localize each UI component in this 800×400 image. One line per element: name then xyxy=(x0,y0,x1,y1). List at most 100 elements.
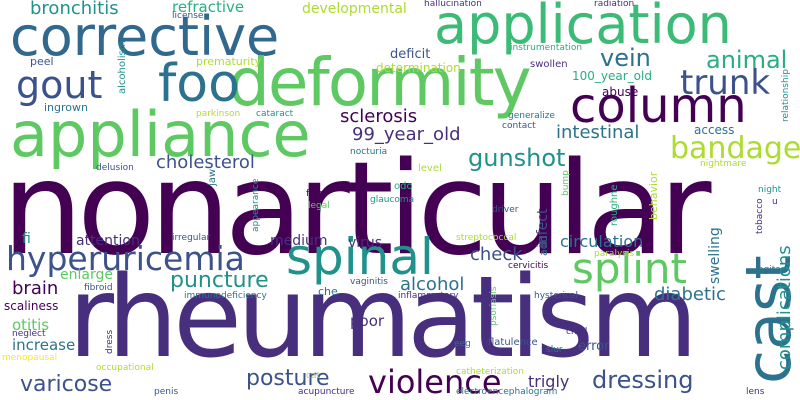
word-diabetic: diabetic xyxy=(654,284,726,305)
word-license: license xyxy=(172,11,204,21)
word-application: application xyxy=(434,0,732,56)
word-prematurity: prematurity xyxy=(196,55,262,68)
word-alcoholism: alcoholism xyxy=(117,40,128,95)
word-deficit: deficit xyxy=(390,47,431,62)
word-cervicitis: cervicitis xyxy=(508,261,549,271)
word-swollen: swollen xyxy=(530,59,568,70)
word-ingrown: ingrown xyxy=(44,101,88,114)
word-intestinal: intestinal xyxy=(556,122,640,143)
word-cataract: cataract xyxy=(256,109,294,119)
word-level: level xyxy=(418,163,442,174)
word-nocturia: nocturia xyxy=(350,147,388,157)
word-medium: medium xyxy=(270,233,328,249)
word-splint: splint xyxy=(572,244,687,293)
word-dress: dress xyxy=(105,329,115,354)
word-streptococcal: streptococcal xyxy=(456,233,517,243)
word-poor: poor xyxy=(350,312,385,330)
word-puncture: puncture xyxy=(170,268,269,293)
word-increase: increase xyxy=(12,336,76,354)
word-psoriasis: psoriasis xyxy=(489,286,499,326)
word-flatulence: flatulence xyxy=(488,337,538,348)
word-bandage: bandage xyxy=(670,131,800,166)
word-cholesterol: cholesterol xyxy=(156,152,255,173)
word-column: column xyxy=(570,78,747,134)
word-brain: brain xyxy=(12,278,59,299)
word-vein: vein xyxy=(600,44,651,72)
word-refractive: refractive xyxy=(172,0,245,16)
word-contact: contact xyxy=(502,121,536,131)
word-slur: slur xyxy=(546,345,563,355)
word-appliance: appliance xyxy=(10,98,311,171)
word-radiation: radiation xyxy=(594,0,635,9)
word-flow: flow xyxy=(306,189,325,199)
word-alcohol: alcohol xyxy=(400,274,465,295)
word-animal: animal xyxy=(706,46,788,74)
word-vaginitis: vaginitis xyxy=(350,277,388,287)
word-delusion: delusion xyxy=(96,163,134,173)
word-add: add xyxy=(537,235,550,256)
word-enlarge: enlarge xyxy=(60,267,113,283)
word-driver: driver xyxy=(492,205,519,215)
word-sclerosis: sclerosis xyxy=(340,106,418,127)
word-access: access xyxy=(694,123,735,137)
word-appearance: appearance xyxy=(251,178,261,232)
word-virus: virus xyxy=(348,235,383,251)
word-trunk: trunk xyxy=(680,63,771,103)
word-irregular: irregular xyxy=(172,233,211,243)
word-otitis: otitis xyxy=(12,316,50,334)
word-determination: determination xyxy=(376,61,461,75)
word-hyperuricemia: hyperuricemia xyxy=(6,239,245,278)
word-neglect: neglect xyxy=(12,329,46,339)
word-jaw: jaw xyxy=(207,168,218,186)
word-hallucination: hallucination xyxy=(424,0,482,9)
word-paralysis: paralysis xyxy=(594,249,635,259)
word-fi: fi xyxy=(22,231,31,247)
word-instrumentation: instrumentation xyxy=(510,43,583,53)
word-corrective: corrective xyxy=(10,5,280,68)
word-relationship: relationship xyxy=(781,69,791,122)
word-100_year_old: 100_year_old xyxy=(572,69,652,83)
word-roughne: roughne xyxy=(609,184,620,226)
word-u: u xyxy=(772,197,778,207)
word-abuse: abuse xyxy=(602,85,639,99)
word-bump: bump xyxy=(561,170,571,196)
word-occupational: occupational xyxy=(96,363,154,373)
word-fibroid: fibroid xyxy=(84,283,113,293)
word-nightmare: nightmare xyxy=(700,159,747,169)
word-child: child xyxy=(566,327,588,337)
word-deformity: deformity xyxy=(228,44,532,121)
word-spinal: spinal xyxy=(286,228,434,286)
word-legal: legal xyxy=(308,201,330,211)
word-varicose: varicose xyxy=(20,372,113,397)
word-acupuncture: acupuncture xyxy=(298,387,355,397)
word-inflammatory: inflammatory xyxy=(398,291,459,301)
word-swelling: swelling xyxy=(707,227,723,284)
word-lens: lens xyxy=(746,387,765,397)
word-scaliness: scaliness xyxy=(4,299,59,313)
word-odo: odo xyxy=(394,181,413,192)
word-agitan: agitan xyxy=(758,265,787,275)
word-glaucoma: glaucoma xyxy=(370,195,415,205)
word-menopausal: menopausal xyxy=(2,353,58,363)
word-attention: attention xyxy=(76,233,140,249)
word-generalize: generalize xyxy=(508,111,555,121)
word-nonarticular: nonarticular xyxy=(2,135,711,284)
word-immunodeficiency: immunodeficiency xyxy=(184,291,267,301)
word-electroencephalogram: electroencephalogram xyxy=(456,387,558,397)
word-error: error xyxy=(578,339,610,354)
word-hysterical: hysterical xyxy=(534,291,578,301)
word-rheumatism: rheumatism xyxy=(68,253,698,383)
word-tobacco: tobacco xyxy=(755,198,765,234)
word-violence: violence xyxy=(368,363,502,400)
word-eeg: eeg xyxy=(454,339,471,349)
word-peel: peel xyxy=(30,55,54,68)
word-posture: posture xyxy=(246,366,330,391)
word-catheterization: catheterization xyxy=(456,367,524,377)
word-penis: penis xyxy=(154,387,179,397)
word-gunshot: gunshot xyxy=(468,144,566,172)
word-developmental: developmental xyxy=(302,1,407,17)
word-dressing: dressing xyxy=(592,366,694,394)
word-gout: gout xyxy=(16,63,103,107)
word-trigly: trigly xyxy=(528,372,570,391)
